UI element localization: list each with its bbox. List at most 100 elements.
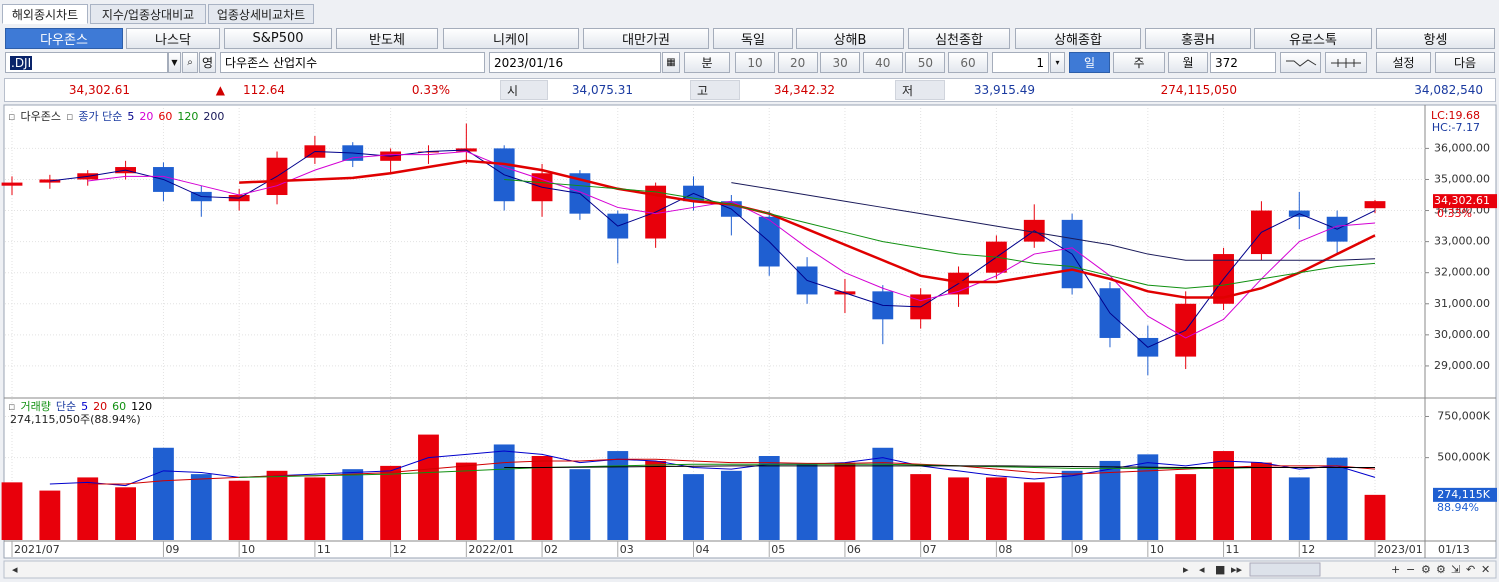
draw-tool-button[interactable] — [1280, 52, 1321, 73]
minute-button[interactable]: 30 — [820, 52, 861, 73]
candle-body — [1364, 201, 1386, 209]
x-tick-label: 11 — [317, 543, 331, 556]
scroll-button: ✕ — [1481, 563, 1490, 576]
market-button[interactable]: 항셍 — [1376, 28, 1495, 49]
volume-bar — [455, 462, 477, 540]
step-spin[interactable]: ▾ — [1050, 52, 1065, 73]
x-tick-label: 02 — [544, 543, 558, 556]
unit-button[interactable]: 분 — [684, 52, 730, 73]
volume-bar — [1137, 454, 1159, 540]
candle-body — [1099, 288, 1121, 338]
x-tick-label: 10 — [241, 543, 255, 556]
settings-button[interactable]: 설정 — [1376, 52, 1431, 73]
volume-bar — [304, 477, 326, 540]
scroll-button: ■ — [1215, 563, 1225, 576]
tab[interactable]: 해외종시차트 — [2, 4, 88, 24]
candle-body — [948, 272, 969, 295]
quote-low-label: 저 — [895, 80, 945, 100]
candle-body — [1023, 219, 1045, 242]
eng-button[interactable]: 영 — [199, 52, 216, 73]
volume-bar — [1099, 460, 1121, 540]
period-button[interactable]: 주 — [1113, 52, 1165, 73]
market-button[interactable]: 유로스톡 — [1254, 28, 1372, 49]
volume-bar — [985, 477, 1007, 540]
market-button[interactable]: 독일 — [713, 28, 793, 49]
market-button[interactable]: 다우존스 — [5, 28, 123, 49]
code-text: .DJI — [10, 55, 33, 70]
volume-bar — [1251, 462, 1272, 540]
code-input[interactable]: .DJI — [5, 52, 168, 73]
market-button[interactable]: 반도체 — [336, 28, 438, 49]
market-button[interactable]: 나스닥 — [126, 28, 220, 49]
quote-high-label: 고 — [690, 80, 740, 100]
volume-bar — [380, 465, 402, 540]
candle-body — [39, 179, 61, 183]
volume-bar — [683, 474, 704, 540]
x-tick-label: 08 — [998, 543, 1012, 556]
candle-body — [645, 185, 667, 239]
ma-line — [731, 182, 1376, 261]
legend-title: 다우존스 — [20, 110, 60, 123]
period-button[interactable]: 월 — [1168, 52, 1208, 73]
quote-change: 112.64 — [243, 83, 285, 97]
legend-entry: 5 — [127, 110, 134, 123]
scroll-left: ◂ — [12, 563, 18, 576]
candle-body — [455, 148, 477, 152]
date-input[interactable]: 2023/01/16 — [489, 52, 661, 73]
quote-last: 34,302.61 — [68, 83, 130, 97]
market-button[interactable]: 심천종합 — [908, 28, 1010, 49]
minute-button[interactable]: 50 — [905, 52, 946, 73]
annotation: HC:-7.17 — [1432, 121, 1480, 134]
legend-entry: 5 — [81, 400, 88, 413]
legend-ma-label: 단순 — [56, 400, 76, 413]
candle-body — [1175, 303, 1197, 357]
tab[interactable]: 업종상세비교차트 — [208, 4, 314, 24]
volume-bar — [1061, 470, 1083, 540]
volume-bar — [418, 434, 439, 540]
x-tick-label: 09 — [165, 543, 179, 556]
volume-bar — [948, 477, 969, 540]
market-button[interactable]: 상해종합 — [1015, 28, 1141, 49]
minute-button[interactable]: 10 — [735, 52, 775, 73]
dropdown[interactable]: ▼ — [168, 52, 181, 73]
minute-button[interactable]: 40 — [862, 52, 903, 73]
candle-body — [115, 167, 136, 174]
ma-line — [239, 463, 1375, 478]
market-button[interactable]: 니케이 — [443, 28, 579, 49]
volume-bar — [607, 451, 629, 540]
indicator-button[interactable] — [1325, 52, 1367, 73]
quote-amount: 34,082,540 — [1414, 83, 1483, 97]
tab[interactable]: 지수/업종상대비교 — [90, 4, 206, 24]
candle-body — [1061, 219, 1083, 289]
market-button[interactable]: 홍콩H — [1145, 28, 1251, 49]
price-tick-label: 29,000.00 — [1434, 359, 1490, 372]
minute-button[interactable]: 20 — [777, 52, 818, 73]
scrollbar — [3, 560, 1497, 579]
calendar-button[interactable]: ▦ — [662, 52, 680, 73]
volume-bar — [1288, 477, 1310, 540]
quote-open-label: 시 — [500, 80, 548, 100]
candle-body — [720, 201, 742, 217]
step-input[interactable]: 1 — [992, 52, 1049, 73]
x-tick-label: 07 — [923, 543, 937, 556]
market-button[interactable]: 상해B — [796, 28, 904, 49]
candle-body — [834, 291, 856, 295]
market-button[interactable]: S&P500 — [224, 28, 332, 49]
annotation: LC:19.68 — [1431, 109, 1480, 122]
x-end-label: 01/13 — [1438, 543, 1470, 556]
next-button[interactable]: 다음 — [1435, 52, 1495, 73]
legend-box: ▫ — [8, 110, 15, 123]
scroll-button: − — [1406, 563, 1415, 576]
ma-line — [504, 178, 1376, 289]
volume-bar — [1326, 457, 1348, 540]
price-tick-label: 32,000.00 — [1434, 266, 1490, 279]
x-tick-label: 10 — [1150, 543, 1164, 556]
scroll-button: ▸▸ — [1231, 563, 1243, 576]
period-button[interactable]: 일 — [1069, 52, 1110, 73]
count-input[interactable]: 372 — [1210, 52, 1276, 73]
market-button[interactable]: 대만가권 — [583, 28, 709, 49]
scroll-button: ⇲ — [1451, 563, 1460, 576]
minute-button[interactable]: 60 — [948, 52, 988, 73]
volume-bar — [1364, 494, 1386, 540]
search-button[interactable]: ⌕ — [182, 52, 198, 73]
